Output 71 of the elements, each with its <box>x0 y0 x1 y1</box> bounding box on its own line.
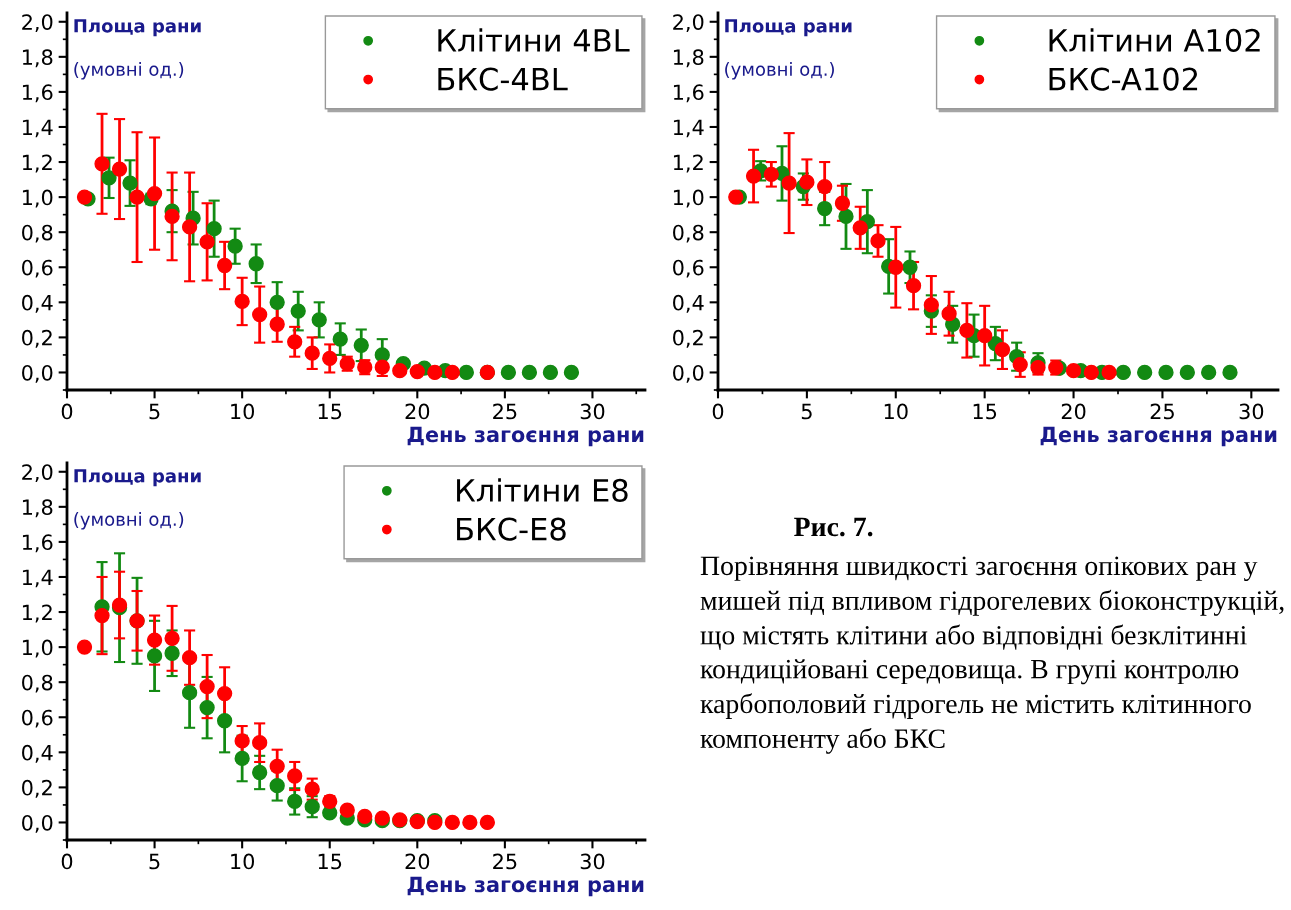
x-tick-label: 25 <box>493 853 517 870</box>
x-tick-label: 15 <box>973 403 997 420</box>
x-tick-label: 5 <box>149 403 160 420</box>
y-tick-label: 0,0 <box>22 814 53 833</box>
x-tick-label: 15 <box>318 403 342 420</box>
y-tick-label: 1,2 <box>22 154 52 173</box>
y-tick-label: 1,8 <box>22 499 53 518</box>
legend-label: БКС-A102 <box>1049 67 1198 91</box>
x-tick-label: 10 <box>231 853 255 870</box>
x-tick-label: 10 <box>884 403 908 420</box>
y-tick-label: 0,2 <box>22 329 52 348</box>
text: Рис. 7. <box>794 517 873 537</box>
y-tick-label: 0,8 <box>22 674 53 693</box>
x-tick-label: 20 <box>405 403 430 420</box>
y-tick-label: 0,8 <box>673 224 704 243</box>
legend-label: БКС-4BL <box>438 67 568 91</box>
y-tick-label: 0,8 <box>22 224 53 243</box>
y-tick-label: 1,8 <box>673 49 704 68</box>
x-tick-label: 0 <box>712 403 724 420</box>
y-tick-label: 1,4 <box>673 119 704 138</box>
annotation: Площа рани <box>725 19 852 37</box>
annotation: (умовні од.) <box>725 62 834 80</box>
y-tick-label: 1,4 <box>22 119 53 138</box>
y-tick-label: 1,4 <box>22 569 53 588</box>
y-tick-label: 1,6 <box>22 534 53 553</box>
annotation: Площа рани <box>74 19 201 37</box>
x-tick-label: 5 <box>801 403 812 420</box>
x-tick-label: 30 <box>580 853 605 870</box>
y-tick-label: 0,6 <box>22 259 53 278</box>
y-tick-label: 1,0 <box>22 639 53 658</box>
x-tick-label: 25 <box>493 403 517 420</box>
annotation: (умовні од.) <box>74 62 184 80</box>
x-axis-title: День загоєння рани <box>407 876 644 897</box>
x-tick-label: 0 <box>61 403 73 420</box>
y-tick-label: 0,6 <box>22 709 53 728</box>
x-tick-label: 0 <box>61 853 73 870</box>
x-axis-title: День загоєння рани <box>407 426 644 447</box>
annotation: Площа рани <box>74 469 201 487</box>
y-tick-label: 1,2 <box>22 604 52 623</box>
x-tick-label: 5 <box>149 853 160 870</box>
legend-label: БКС-E8 <box>457 517 566 541</box>
x-tick-label: 15 <box>318 853 342 870</box>
x-tick-label: 20 <box>405 853 430 870</box>
y-tick-label: 0,2 <box>22 779 52 798</box>
x-axis-title: День загоєння рани <box>1040 426 1277 447</box>
x-tick-label: 30 <box>580 403 605 420</box>
y-tick-label: 1,0 <box>22 189 53 208</box>
x-tick-label: 20 <box>1061 403 1086 420</box>
y-tick-label: 0,4 <box>22 294 53 313</box>
y-tick-label: 0,4 <box>673 294 704 313</box>
y-tick-label: 1,2 <box>673 154 703 173</box>
legend-label: Клітини 4BL <box>438 28 630 52</box>
y-tick-label: 0,0 <box>22 364 53 383</box>
y-tick-label: 0,2 <box>673 329 703 348</box>
y-tick-label: 2,0 <box>673 14 704 33</box>
y-tick-label: 1,8 <box>22 49 53 68</box>
y-tick-label: 1,0 <box>673 189 704 208</box>
y-tick-label: 1,6 <box>22 84 53 103</box>
x-tick-label: 25 <box>1150 403 1174 420</box>
x-tick-label: 30 <box>1239 403 1264 420</box>
legend-label: Клітини A102 <box>1049 28 1260 52</box>
legend-label: Клітини E8 <box>457 478 628 502</box>
y-tick-label: 1,6 <box>673 84 704 103</box>
y-tick-label: 0,6 <box>673 259 704 278</box>
x-tick-label: 10 <box>231 403 255 420</box>
y-tick-label: 0,4 <box>22 744 53 763</box>
y-tick-label: 2,0 <box>22 464 53 483</box>
annotation: (умовні од.) <box>74 512 184 530</box>
text: Порівняння швидкості загоєння опікових ран у мишей під впливом гідрогелевих біоконструкцій, що містять клітини або відповідні безклітинні кондиційовані середовища. В групі контролю карбополовий гідрогель не містить клітинного компоненту або БКС <box>700 556 1284 754</box>
y-tick-label: 0,0 <box>673 364 704 383</box>
y-tick-label: 2,0 <box>22 14 53 33</box>
